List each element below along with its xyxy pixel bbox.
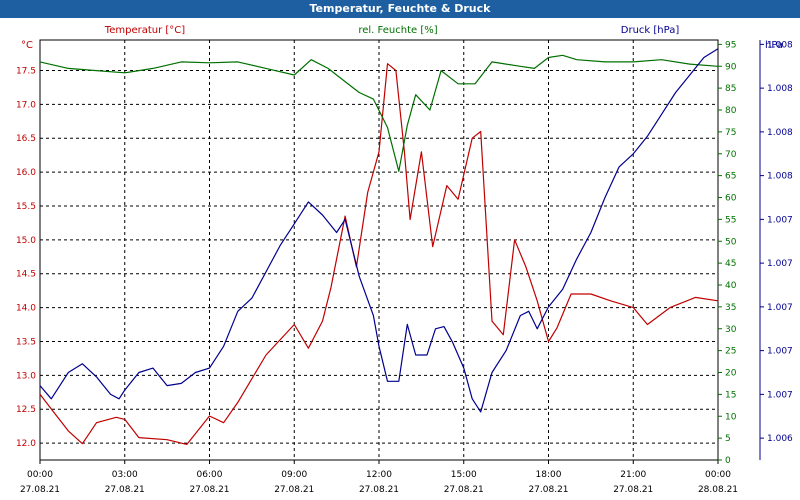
- pressure-tick-label: 1.007: [767, 347, 793, 357]
- humidity-tick-label: 45: [725, 259, 736, 269]
- pressure-tick-label: 1.008: [767, 40, 793, 50]
- humidity-tick-label: 80: [725, 106, 737, 116]
- temperature-tick-label: 15.5: [16, 202, 36, 212]
- x-tick-time-label: 12:00: [366, 470, 392, 480]
- humidity-tick-label: 10: [725, 412, 737, 422]
- humidity-tick-label: 5: [725, 434, 731, 444]
- temperature-axis-label: Temperatur [°C]: [104, 25, 185, 36]
- humidity-tick-label: 35: [725, 303, 736, 313]
- temperature-tick-label: 17.0: [16, 100, 36, 110]
- humidity-tick-label: 75: [725, 128, 736, 138]
- pressure-tick-label: 1.007: [767, 303, 793, 313]
- x-tick-time-label: 15:00: [451, 470, 477, 480]
- x-tick-time-label: 09:00: [281, 470, 307, 480]
- x-tick-time-label: 06:00: [197, 470, 223, 480]
- temperature-tick-label: 15.0: [16, 236, 36, 246]
- humidity-tick-label: 30: [725, 325, 737, 335]
- x-tick-date-label: 27.08.21: [359, 485, 399, 495]
- humidity-tick-label: 25: [725, 347, 736, 357]
- x-tick-time-label: 18:00: [536, 470, 562, 480]
- series-line-pressure: [39, 48, 719, 413]
- pressure-tick-label: 1.007: [767, 215, 793, 225]
- humidity-tick-label: 50: [725, 237, 737, 247]
- x-tick-time-label: 03:00: [112, 470, 138, 480]
- x-tick-date-label: 27.08.21: [105, 485, 145, 495]
- temperature-tick-label: 12.5: [16, 405, 36, 415]
- pressure-tick-label: 1.007: [767, 390, 793, 400]
- x-tick-date-label: 27.08.21: [528, 485, 568, 495]
- humidity-tick-label: 40: [725, 281, 737, 291]
- x-tick-date-label: 27.08.21: [444, 485, 484, 495]
- temperature-tick-label: 12.0: [16, 439, 36, 449]
- temperature-tick-label: 17.5: [16, 66, 36, 76]
- humidity-tick-label: 55: [725, 215, 736, 225]
- humidity-tick-label: 95: [725, 40, 736, 50]
- humidity-tick-label: 70: [725, 150, 737, 160]
- x-tick-time-label: 00:00: [27, 470, 53, 480]
- series-line-humidity: [39, 54, 719, 172]
- temperature-tick-label: 13.0: [16, 371, 36, 381]
- temperature-tick-label: 16.5: [16, 134, 36, 144]
- temperature-tick-label: 16.0: [16, 168, 36, 178]
- temperature-axis-unit: °C: [21, 40, 33, 51]
- humidity-tick-label: 65: [725, 172, 736, 182]
- humidity-axis-label: rel. Feuchte [%]: [358, 25, 437, 36]
- pressure-axis-unit: hPa: [765, 40, 783, 51]
- chart-title: Temperatur, Feuchte & Druck: [0, 0, 800, 18]
- humidity-tick-label: 85: [725, 84, 736, 94]
- humidity-tick-label: 0: [725, 456, 731, 466]
- x-tick-date-label: 27.08.21: [274, 485, 314, 495]
- humidity-tick-label: 90: [725, 62, 737, 72]
- pressure-tick-label: 1.008: [767, 172, 793, 182]
- x-tick-time-label: 00:00: [705, 470, 731, 480]
- x-tick-date-label: 27.08.21: [189, 485, 229, 495]
- pressure-tick-label: 1.008: [767, 128, 793, 138]
- x-tick-time-label: 21:00: [620, 470, 646, 480]
- humidity-tick-label: 20: [725, 369, 737, 379]
- humidity-tick-label: 60: [725, 194, 737, 204]
- pressure-tick-label: 1.006: [767, 434, 793, 444]
- temperature-tick-label: 14.5: [16, 270, 36, 280]
- pressure-axis-label: Druck [hPa]: [621, 25, 680, 36]
- series-line-temperature: [39, 63, 719, 445]
- x-tick-date-label: 28.08.21: [698, 485, 738, 495]
- temperature-tick-label: 14.0: [16, 304, 36, 314]
- x-tick-date-label: 27.08.21: [613, 485, 653, 495]
- humidity-tick-label: 15: [725, 390, 736, 400]
- x-tick-date-label: 27.08.21: [20, 485, 60, 495]
- pressure-tick-label: 1.007: [767, 259, 793, 269]
- temperature-tick-label: 13.5: [16, 337, 36, 347]
- pressure-tick-label: 1.008: [767, 84, 793, 94]
